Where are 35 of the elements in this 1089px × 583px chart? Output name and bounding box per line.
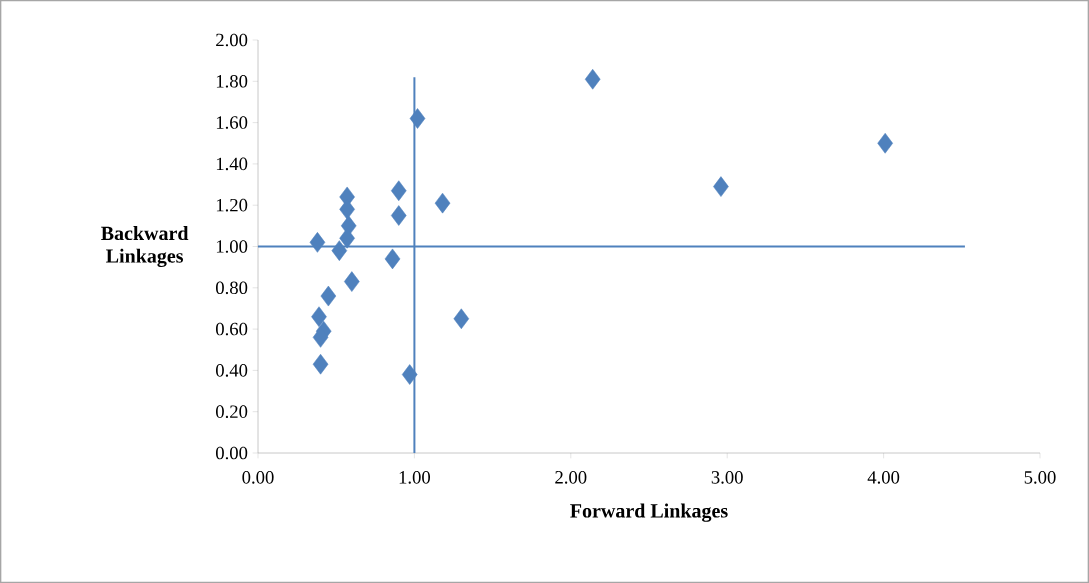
x-tick-label: 3.00 xyxy=(711,471,743,484)
y-tick-label: 1.60 xyxy=(216,116,248,129)
point xyxy=(344,271,360,292)
point xyxy=(401,364,418,385)
y-tick-label: 0.80 xyxy=(216,281,248,295)
y-tick-label: 1.40 xyxy=(216,157,248,171)
point xyxy=(390,180,407,202)
point xyxy=(309,232,326,253)
point xyxy=(320,285,337,307)
x-tick-label: 4.00 xyxy=(867,471,900,484)
point xyxy=(584,68,601,90)
y-tick-label: 2.00 xyxy=(216,33,248,47)
point xyxy=(434,192,451,214)
y-tick-label: 1.00 xyxy=(216,240,248,253)
point xyxy=(409,108,426,129)
y-tick-label: 0.60 xyxy=(216,322,248,336)
x-tick-label: 0.00 xyxy=(242,471,274,484)
point xyxy=(713,176,729,197)
point xyxy=(312,353,329,375)
y-axis-title: Backward Linkages xyxy=(101,226,189,267)
y-tick-label: 1.80 xyxy=(216,74,248,88)
point xyxy=(331,240,348,261)
point xyxy=(390,205,407,226)
x-tick-label: 2.00 xyxy=(555,471,587,484)
x-tick-label: 1.00 xyxy=(399,471,431,484)
y-tick-label: 0.40 xyxy=(216,364,248,377)
point xyxy=(877,132,893,154)
point xyxy=(453,308,470,330)
y-tick-label: 0.00 xyxy=(216,446,248,460)
x-tick-label: 5.00 xyxy=(1024,471,1056,484)
point xyxy=(311,306,327,327)
y-tick-label: 1.20 xyxy=(216,198,248,212)
point xyxy=(384,248,401,270)
x-axis-title: Forward Linkages xyxy=(570,503,728,522)
y-tick-label: 0.20 xyxy=(216,405,248,419)
